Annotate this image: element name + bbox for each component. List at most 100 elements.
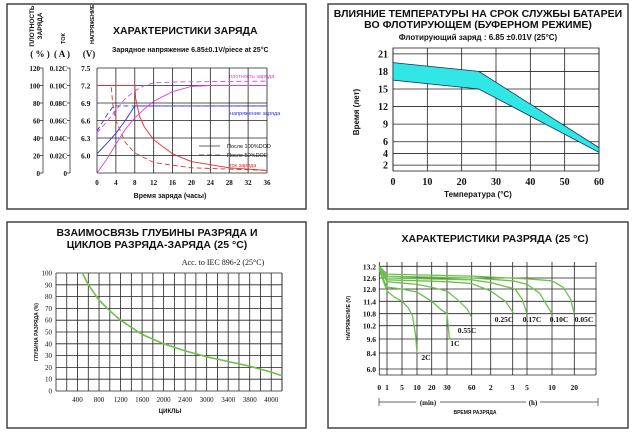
charge-chart-frame (6, 3, 307, 210)
x-tick-label: 2000 (157, 396, 172, 404)
y-tick-label-current: 0.12C (50, 65, 67, 73)
y-tick-label: 11.4 (363, 297, 376, 306)
y-tick-label-percent: 20 (33, 153, 41, 161)
series-current-50dod (97, 85, 268, 171)
x-tick-label: 8 (133, 179, 137, 187)
y-axis-unit-density: ( % ) (30, 49, 50, 59)
chart-title-line-1: ВЛИЯНИЕ ТЕМПЕРАТУРЫ НА СРОК СЛУЖБЫ БАТАР… (334, 8, 622, 20)
x-tick-label: 60 (594, 177, 604, 188)
y-tick-label: 6.0 (367, 365, 377, 374)
y-tick-label: 100 (42, 270, 53, 278)
y-tick-label-voltage: 7.2 (81, 82, 91, 91)
cycles-chart-frame (6, 221, 307, 429)
y-tick-label-current: 0.02C (50, 153, 67, 161)
x-tick-label: 20 (457, 177, 467, 188)
x-axis-label: Время заряда (часы) (134, 193, 207, 200)
x-tick-label: 1 (385, 383, 389, 392)
curve-label-0.17C: 0.17C (523, 315, 542, 324)
y-tick-label: 60 (45, 317, 53, 325)
discharge-characteristics-chart: ХАРАКТЕРИСТИКИ РАЗРЯДА (25 °C) ВРЕМЯ РАЗ… (346, 233, 599, 416)
x-tick-label: 10 (422, 177, 432, 188)
x-tick-label: 10 (548, 383, 556, 392)
x-tick-label: 50 (560, 177, 570, 188)
y-tick-label-voltage: 6.9 (81, 99, 91, 108)
x-tick-label: 3400 (221, 396, 236, 404)
y-tick-label: 30 (45, 352, 53, 360)
x-tick-label: 30 (443, 383, 451, 392)
discharge-curve-2C (378, 269, 418, 354)
chart-title-line-1: ВЗАИМОСВЯЗЬ ГЛУБИНЫ РАЗРЯДА И (56, 227, 257, 239)
series-density-100dod (96, 85, 267, 174)
x-tick-label: 3000 (200, 396, 215, 404)
y-tick-label-percent: 80 (33, 100, 41, 108)
y-tick-label-voltage: 6.3 (81, 134, 91, 143)
x-tick-label: 5 (400, 383, 404, 392)
y-tick-label: 12.6 (363, 274, 376, 283)
y-tick-label: 9.6 (367, 335, 377, 344)
y-tick-label-percent: 40 (33, 135, 41, 143)
curve-label-1C: 1C (450, 339, 459, 348)
x-tick-label: 400 (72, 396, 83, 404)
x-tick-label: 0 (95, 179, 99, 187)
y-tick-label: 50 (45, 329, 53, 337)
cycle-life-chart: ВЗАИМОСВЯЗЬ ГЛУБИНЫ РАЗРЯДА И ЦИКЛОВ РАЗ… (34, 227, 283, 415)
y-tick-label: 21 (378, 49, 388, 60)
curve-label-0.25C: 0.25C (495, 315, 514, 324)
x-tick-label: 12 (150, 179, 158, 187)
discharge-curve-0.05C (378, 265, 575, 314)
y-tick-label-percent: 120 (30, 65, 41, 73)
x-axis-label: ЦИКЛЫ (159, 409, 182, 415)
chart-title: ХАРАКТЕРИСТИКИ ЗАРЯДА (113, 25, 258, 37)
x-tick-label: 30 (491, 177, 501, 188)
x-tick-label: 3800 (243, 396, 258, 404)
x-tick-label: 3 (511, 383, 515, 392)
y-tick-label-voltage: 7.5 (81, 64, 91, 73)
discharge-curve-0.17C (378, 267, 528, 314)
y-tick-label: 6 (383, 137, 388, 148)
series-density-50dod (96, 80, 268, 134)
y-tick-label: 15 (378, 85, 388, 96)
y-tick-label-percent: 0 (37, 170, 41, 178)
x-tick-label: 32 (245, 179, 253, 187)
y-tick-label-current: 0.10C (50, 83, 67, 91)
y-tick-label-current: 0 (64, 170, 68, 178)
x-tick-label: 20 (428, 383, 436, 392)
y-tick-label: 90 (45, 281, 53, 289)
annotation-charge-density: плотность заряда (229, 74, 275, 80)
y-tick-label: 10.8 (363, 310, 376, 319)
y-tick-label-current: 0.08C (50, 100, 67, 108)
x-tick-label: 0 (377, 383, 381, 392)
y-tick-label-voltage: 6.6 (81, 117, 91, 126)
y-tick-label: 9 (383, 120, 388, 131)
temperature-chart-frame (327, 3, 629, 210)
x-tick-label: 4000 (264, 396, 279, 404)
x-tick-label: 1600 (135, 396, 150, 404)
y-tick-label: 70 (45, 305, 53, 313)
x-tick-label: 40 (525, 177, 535, 188)
y-axis-label: НАПРЯЖЕНИЕ (V) (346, 296, 352, 340)
y-axis-label-voltage: НАПРЯЖЕНИЕ (90, 4, 96, 44)
annotation-charge-current: ток заряда (229, 163, 257, 169)
y-tick-label: 20 (45, 364, 53, 372)
y-tick-label: 10 (45, 376, 53, 384)
bracket-min-gap (416, 397, 440, 407)
standard-annotation: Acc. to IEC 896-2 (25°C) (182, 258, 265, 267)
x-tick-label: 2400 (178, 396, 193, 404)
y-tick-label-percent: 60 (33, 118, 41, 126)
x-tick-label: 60 (468, 383, 476, 392)
curve-label-0.55C: 0.55C (458, 326, 477, 335)
plot-border (392, 47, 600, 172)
x-tick-label: 36 (264, 179, 272, 187)
y-tick-label: 80 (45, 293, 53, 301)
x-tick-label: 28 (226, 179, 234, 187)
x-tick-label: 20 (571, 383, 579, 392)
y-tick-label: 2 (383, 161, 388, 172)
discharge-curve-0.10C (378, 266, 553, 315)
y-tick-label: 40 (45, 340, 53, 348)
y-tick-label-current: 0.06C (50, 118, 67, 126)
service-life-band (392, 62, 600, 153)
x-axis-label: Температура (°C) (444, 190, 512, 199)
curve-label-0.10C: 0.10C (550, 315, 569, 324)
y-axis-label: ГЛУБИНА РАЗРЯДА (%) (34, 303, 40, 361)
discharge-curve-0.25C (378, 267, 515, 315)
